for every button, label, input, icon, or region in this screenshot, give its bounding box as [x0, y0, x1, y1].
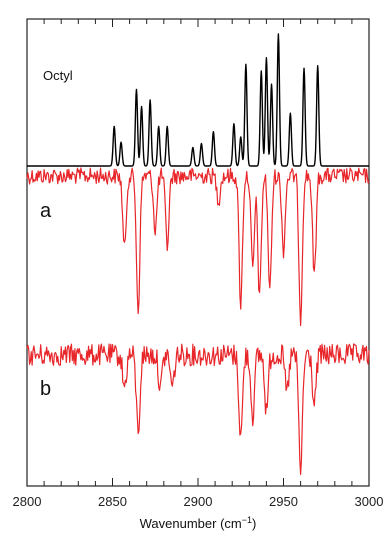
- x-axis-title: Wavenumber (cm−1): [140, 515, 257, 531]
- x-tick-labels: 2800 2850 2900 2950 3000: [13, 494, 384, 509]
- series-octyl: [26, 33, 370, 167]
- series-b: [26, 343, 370, 476]
- x-tick-label: 2850: [98, 494, 127, 509]
- x-tick-label: 2950: [269, 494, 298, 509]
- octyl-trace: [26, 33, 370, 167]
- x-tick-label: 2900: [184, 494, 213, 509]
- series-label-octyl: Octyl: [43, 68, 73, 83]
- series-a: [26, 167, 370, 327]
- x-tick-label: 2800: [13, 494, 42, 509]
- x-tick-label: 3000: [355, 494, 384, 509]
- series-label-a: a: [40, 200, 52, 222]
- axis-ticks: [26, 19, 370, 486]
- series-a-trace: [26, 167, 370, 327]
- plot-frame: [26, 18, 370, 487]
- series-b-trace: [26, 343, 370, 476]
- series-label-b: b: [40, 378, 51, 400]
